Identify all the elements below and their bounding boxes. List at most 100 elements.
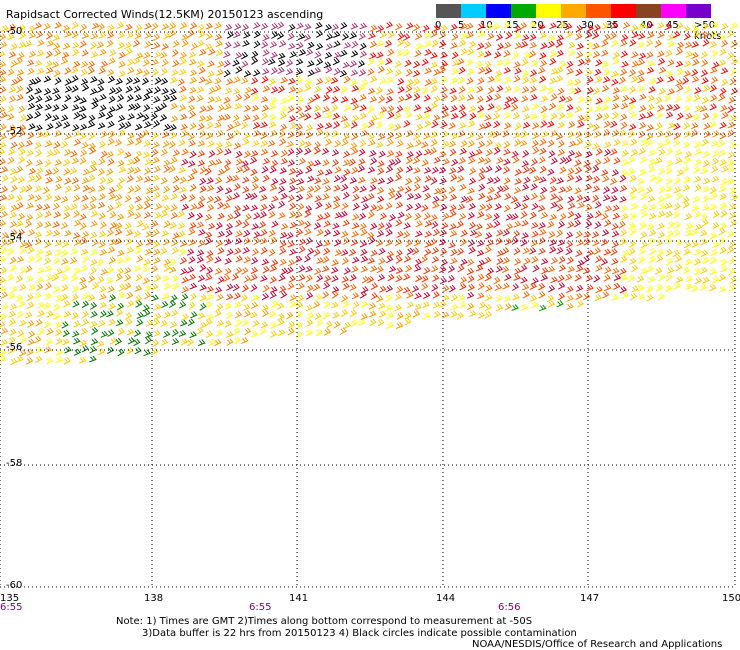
wind-barb (278, 52, 286, 60)
wind-barb (79, 213, 87, 221)
wind-barb (629, 111, 637, 119)
wind-barb (505, 31, 513, 40)
wind-barb (719, 87, 727, 96)
wind-barb (0, 185, 8, 194)
wind-barb (152, 318, 161, 326)
wind-barb (90, 51, 99, 59)
wind-barb (459, 147, 468, 155)
wind-barb (558, 264, 566, 272)
wind-barb (19, 185, 27, 194)
wind-barb (565, 30, 573, 39)
wind-barb (729, 114, 737, 122)
wind-barb (16, 310, 24, 319)
wind-barb (97, 348, 105, 356)
wind-barb (602, 291, 610, 299)
wind-barb (385, 229, 393, 237)
wind-barb (450, 310, 458, 318)
wind-barb (478, 123, 486, 131)
wind-barb (433, 114, 441, 122)
wind-barb (431, 39, 439, 48)
wind-barb (601, 229, 610, 237)
wind-barb (286, 231, 294, 240)
wind-barb (655, 176, 663, 185)
wind-barb (81, 255, 90, 263)
wind-barb (406, 142, 414, 150)
wind-barb (171, 274, 179, 283)
wind-barb (414, 175, 422, 184)
wind-barb (385, 202, 393, 210)
wind-barb (492, 130, 501, 139)
wind-barb (152, 156, 160, 164)
wind-barb (234, 23, 242, 31)
wind-barb (493, 120, 501, 129)
wind-barb (260, 131, 268, 140)
wind-barb (575, 284, 584, 292)
wind-barb (576, 239, 584, 247)
wind-barb (685, 275, 694, 283)
wind-barb (541, 267, 549, 275)
wind-barb (717, 139, 726, 148)
wind-barb (117, 147, 125, 156)
wind-barb (143, 258, 152, 266)
wind-barb (359, 42, 367, 51)
wind-barb (98, 157, 106, 166)
wind-barb (251, 175, 260, 184)
wind-barb (595, 148, 603, 156)
wind-barb (467, 139, 475, 148)
wind-barb (324, 122, 333, 130)
wind-barb (513, 247, 521, 256)
wind-barb (190, 42, 198, 51)
wind-barb (424, 106, 432, 114)
wind-barb (667, 221, 675, 229)
wind-barb (260, 22, 269, 31)
wind-barb (26, 275, 34, 283)
wind-barb (36, 221, 44, 230)
wind-barb (702, 38, 710, 47)
wind-barb (6, 113, 15, 121)
wind-barb (244, 86, 253, 94)
wind-barb (646, 111, 654, 119)
wind-barb (152, 228, 160, 237)
wind-barb (367, 257, 376, 264)
wind-barb (665, 49, 673, 57)
wind-barb (415, 150, 423, 159)
wind-barb (241, 121, 249, 130)
wind-barb (673, 132, 681, 140)
wind-barb (539, 165, 547, 174)
wind-barb (46, 149, 54, 158)
wind-barb (259, 327, 268, 335)
wind-barb (7, 156, 15, 165)
wind-barb (215, 141, 223, 150)
wind-barb (179, 68, 187, 76)
wind-barb (682, 76, 690, 85)
wind-barb (646, 21, 654, 29)
wind-barb (405, 177, 413, 186)
wind-barb (684, 258, 693, 266)
wind-barb (249, 156, 258, 165)
wind-barb (324, 111, 333, 119)
wind-barb (469, 167, 477, 176)
wind-barb (451, 51, 459, 60)
wind-barb (80, 60, 89, 68)
wind-barb (709, 186, 717, 195)
wind-barb (475, 223, 483, 231)
wind-barb (611, 267, 620, 275)
wind-barb (646, 124, 655, 132)
wind-barb (199, 263, 207, 272)
wind-barb (450, 248, 458, 257)
wind-barb (493, 192, 502, 200)
wind-barb (684, 85, 692, 94)
wind-barb (162, 94, 171, 102)
wind-barb (305, 304, 313, 312)
wind-barb (640, 241, 649, 249)
wind-barb (34, 335, 42, 344)
wind-barb (639, 221, 647, 230)
wind-barb (438, 238, 447, 246)
wind-barb (477, 50, 485, 58)
wind-barb (51, 273, 60, 282)
wind-barb (305, 48, 314, 56)
wind-barb (172, 149, 181, 157)
wind-barb (44, 249, 53, 257)
wind-barb (712, 221, 720, 230)
wind-barb (557, 274, 565, 283)
